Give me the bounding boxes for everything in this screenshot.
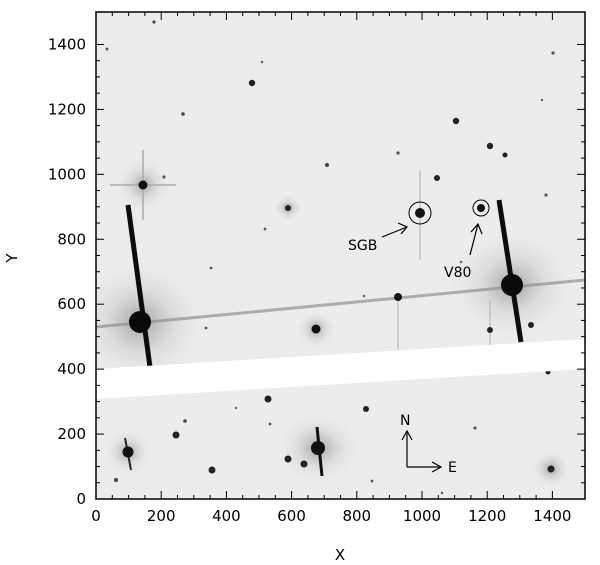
star [138,180,148,190]
star [285,205,291,211]
star [394,293,402,301]
star [152,20,156,24]
y-tick-label: 600 [57,295,86,313]
sgb-label: SGB [348,238,377,254]
star [501,274,523,296]
star [544,193,548,197]
y-axis-title: Y [3,253,21,264]
star [459,260,463,264]
star [208,466,216,474]
star [370,479,374,483]
compass-rose: N E [400,413,457,476]
star [551,51,555,55]
star [547,465,555,473]
star-streak [496,199,524,343]
star [248,79,256,87]
east-arrowhead [431,461,443,473]
y-axis-ticks: 0 200 400 600 800 1000 1200 1400 [48,35,585,508]
star [434,175,440,181]
sgb-annotation: SGB [348,201,432,254]
sgb-arrow [381,226,408,238]
y-tick-label: 1000 [48,165,86,183]
v80-marker-circle [472,199,490,217]
star [284,455,292,463]
star-field [96,20,585,495]
star [264,395,272,403]
star [486,142,494,150]
star [311,441,325,455]
v80-arrow [469,223,479,256]
star [502,152,508,158]
x-tick-label: 400 [212,507,241,525]
star [105,47,109,51]
x-tick-label: 1400 [533,507,571,525]
star [260,60,264,64]
star [325,163,329,167]
star-streak [125,204,153,368]
y-tick-label: 0 [76,490,86,508]
star [209,266,213,270]
star [415,208,425,218]
star [129,311,151,333]
star [487,327,493,333]
star [181,112,185,116]
v80-annotation: V80 [444,199,490,281]
star [473,426,477,430]
star [172,431,180,439]
star [363,406,369,412]
star [268,422,272,426]
star [162,175,166,179]
star [263,227,267,231]
north-arrowhead [401,429,413,441]
star [528,322,534,328]
star [114,478,118,482]
x-tick-label: 800 [342,507,371,525]
x-tick-label: 0 [91,507,101,525]
y-tick-label: 200 [57,425,86,443]
x-axis-title: X [335,546,345,564]
north-label: N [400,413,410,429]
star [122,446,134,458]
star [234,406,238,410]
star [452,117,460,125]
star [396,151,400,155]
east-label: E [448,460,457,476]
x-tick-label: 600 [277,507,306,525]
star [204,326,208,330]
star [183,419,187,423]
image-gap-band [96,339,585,399]
sgb-marker-circle [408,201,432,225]
star [540,98,544,102]
star [477,204,485,212]
x-tick-label: 1200 [468,507,506,525]
y-tick-label: 1400 [48,35,86,53]
sgb-arrowhead [397,222,408,235]
star [311,324,321,334]
star [362,294,366,298]
x-axis-ticks: 0 200 400 600 800 1000 1200 1400 [91,12,571,525]
x-tick-label: 1000 [403,507,441,525]
y-tick-label: 400 [57,360,86,378]
v80-label: V80 [444,265,471,281]
star [440,491,444,495]
x-tick-label: 200 [147,507,176,525]
y-tick-label: 800 [57,230,86,248]
v80-arrowhead [470,222,483,235]
y-tick-label: 1200 [48,100,86,118]
star [300,460,308,468]
